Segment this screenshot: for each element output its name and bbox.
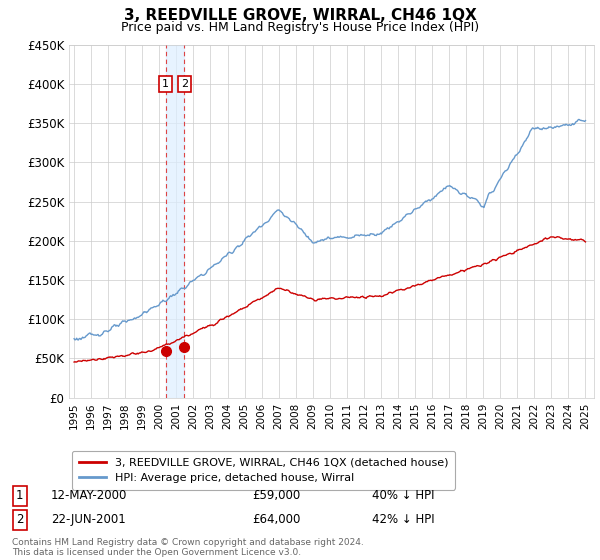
Text: 42% ↓ HPI: 42% ↓ HPI [372, 513, 434, 526]
Text: 1: 1 [162, 79, 169, 89]
Text: 40% ↓ HPI: 40% ↓ HPI [372, 489, 434, 502]
Text: 3, REEDVILLE GROVE, WIRRAL, CH46 1QX: 3, REEDVILLE GROVE, WIRRAL, CH46 1QX [124, 8, 476, 24]
Text: £59,000: £59,000 [252, 489, 300, 502]
Text: Price paid vs. HM Land Registry's House Price Index (HPI): Price paid vs. HM Land Registry's House … [121, 21, 479, 34]
Legend: 3, REEDVILLE GROVE, WIRRAL, CH46 1QX (detached house), HPI: Average price, detac: 3, REEDVILLE GROVE, WIRRAL, CH46 1QX (de… [72, 451, 455, 489]
Bar [166, 45, 184, 398]
Text: £64,000: £64,000 [252, 513, 301, 526]
Text: Contains HM Land Registry data © Crown copyright and database right 2024.
This d: Contains HM Land Registry data © Crown c… [12, 538, 364, 557]
Text: 12-MAY-2000: 12-MAY-2000 [51, 489, 127, 502]
Text: 22-JUN-2001: 22-JUN-2001 [51, 513, 126, 526]
Text: 2: 2 [16, 513, 23, 526]
Text: 2: 2 [181, 79, 188, 89]
Text: 1: 1 [16, 489, 23, 502]
